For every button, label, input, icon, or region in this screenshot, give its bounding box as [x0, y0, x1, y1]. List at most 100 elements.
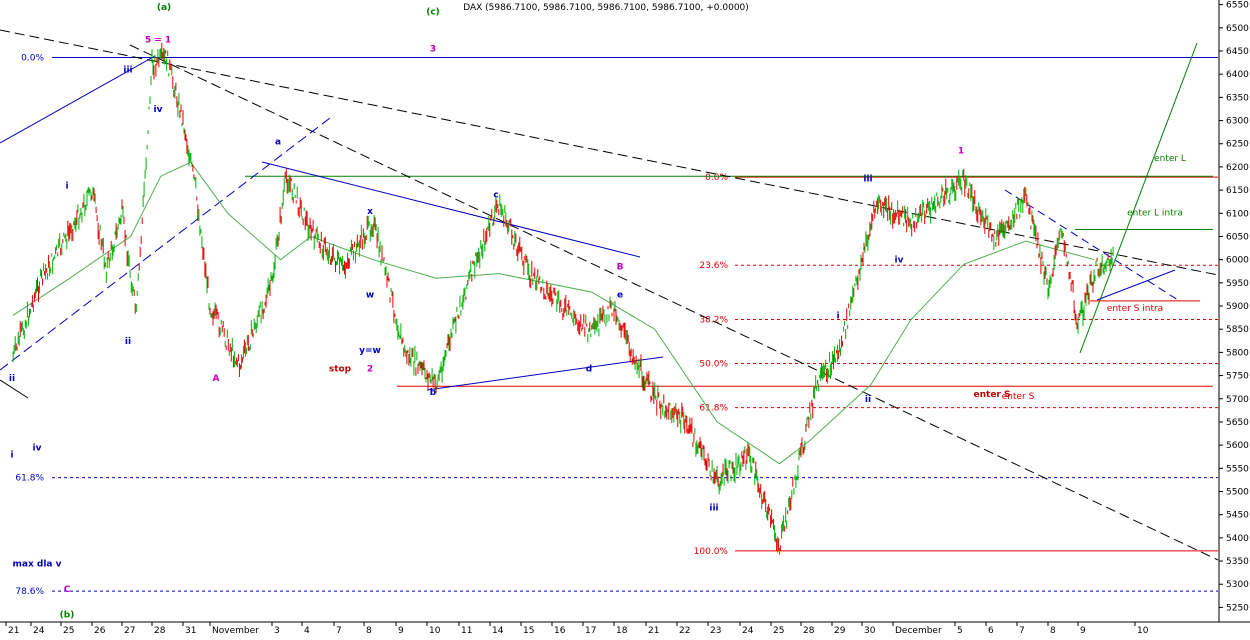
x-tick-label: 24: [33, 626, 45, 636]
x-tick-label: 29: [834, 626, 846, 636]
y-tick-label: 6350: [1226, 93, 1249, 103]
blue-short-trend: [1096, 269, 1176, 301]
reference-lines-layer: 0.0% 61.8% 78.6% 0.0% 23.6% 38.2% 50.0% 61.8% 10…: [15, 53, 1218, 597]
x-tick-label: 25: [773, 626, 784, 636]
blue-channel-lower: [0, 117, 331, 371]
black-trend-stub: [0, 379, 29, 399]
wave-label: i: [10, 450, 13, 460]
x-tick-label: 9: [398, 626, 404, 636]
entry-label: enter S intra: [1107, 304, 1163, 314]
black-dashed-trend-upper: [0, 29, 1219, 276]
fib-right-label: 38.2%: [699, 315, 728, 325]
x-tick-label: 21: [648, 626, 659, 636]
trend-lines-layer: [0, 29, 1219, 561]
wave-label: (c): [426, 8, 440, 18]
x-tick-label: December: [895, 626, 942, 636]
wave-label: enter S: [974, 390, 1011, 400]
x-tick-label: November: [212, 626, 259, 636]
wave-label: i: [65, 181, 68, 191]
blue-correction-upper: [1004, 189, 1179, 301]
x-tick-label: 4: [304, 626, 310, 636]
y-tick-label: 5700: [1226, 395, 1249, 405]
blue-triangle-lower: [426, 356, 664, 391]
y-tick-label: 6050: [1226, 232, 1249, 242]
moving-average-layer: [12, 161, 1095, 465]
wave-label: B: [617, 263, 624, 273]
x-tick-label: 7: [336, 626, 342, 636]
wave-label: iii: [709, 504, 718, 514]
y-tick-label: 5300: [1226, 580, 1249, 590]
x-tick-label: 15: [523, 626, 534, 636]
fib-left-label: 0.0%: [21, 53, 44, 63]
wave-label: ii: [865, 395, 871, 405]
x-tick-label: 22: [679, 626, 690, 636]
y-tick-label: 6450: [1226, 47, 1249, 57]
wave-label: A: [213, 374, 220, 384]
wave-label: c: [493, 191, 498, 201]
wave-label: a: [275, 137, 281, 147]
wave-label: iv: [895, 256, 904, 266]
x-tick-label: 7: [1019, 626, 1025, 636]
y-tick-label: 6500: [1226, 24, 1249, 34]
fib-left-label: 61.8%: [15, 474, 44, 484]
wave-label: e: [617, 290, 623, 300]
price-series-layer: [12, 43, 1114, 555]
wave-label: i: [836, 311, 839, 321]
y-tick-label: 6000: [1226, 256, 1249, 266]
y-tick-label: 5350: [1226, 557, 1249, 567]
wave-label: ii: [125, 337, 131, 347]
fib-right-label: 61.8%: [699, 404, 728, 414]
x-tick-label: 28: [154, 626, 166, 636]
entry-label: enter L: [1154, 154, 1186, 164]
fib-left-label: 78.6%: [15, 587, 44, 597]
wave-label: y=w: [359, 346, 381, 356]
x-tick-label: 17: [585, 626, 596, 636]
y-tick-label: 5600: [1226, 441, 1249, 451]
wave-label: x: [367, 207, 373, 217]
x-tick-label: 9: [1080, 626, 1086, 636]
green-target-line: [1079, 42, 1198, 354]
wave-label: iii: [863, 175, 872, 185]
wave-label: 2: [367, 365, 373, 375]
wave-label: stop: [329, 365, 352, 375]
x-tick-label: 14: [492, 626, 504, 636]
y-tick-label: 5950: [1226, 279, 1249, 289]
entry-label: enter L intra: [1127, 209, 1183, 219]
wave-label: b: [430, 388, 437, 398]
chart-title: DAX (5986.7100, 5986.7100, 5986.7100, 59…: [463, 3, 749, 13]
x-tick-label: 8: [366, 626, 372, 636]
y-tick-label: 6150: [1226, 186, 1249, 196]
y-tick-label: 5650: [1226, 418, 1249, 428]
x-tick-label: 31: [185, 626, 196, 636]
y-tick-label: 5850: [1226, 325, 1249, 335]
x-tick-label: 21: [8, 626, 19, 636]
y-tick-label: 6200: [1226, 163, 1249, 173]
wave-label: 1: [958, 147, 964, 157]
x-tick-label: 16: [554, 626, 566, 636]
y-tick-label: 6250: [1226, 140, 1249, 150]
y-tick-label: 6100: [1226, 209, 1249, 219]
wave-label: d: [586, 365, 592, 375]
x-tick-label: 8: [1050, 626, 1056, 636]
x-tick-label: 25: [63, 626, 74, 636]
x-tick-label: 23: [710, 626, 721, 636]
x-tick-label: 30: [864, 626, 876, 636]
moving-average-line: [12, 161, 1095, 465]
y-tick-label: 5800: [1226, 348, 1249, 358]
y-tick-label: 5250: [1226, 603, 1249, 613]
x-tick-label: 5: [957, 626, 963, 636]
fib-right-label: 100.0%: [694, 547, 729, 557]
wave-label: ii: [9, 374, 15, 384]
wave-label: iv: [33, 443, 42, 453]
fib-right-label: 0.0%: [705, 173, 728, 183]
y-tick-label: 5500: [1226, 487, 1249, 497]
x-tick-label: 10: [429, 626, 441, 636]
wave-label: iii: [123, 66, 132, 76]
blue-channel-upper: [0, 55, 156, 144]
x-tick-label: 11: [461, 626, 472, 636]
